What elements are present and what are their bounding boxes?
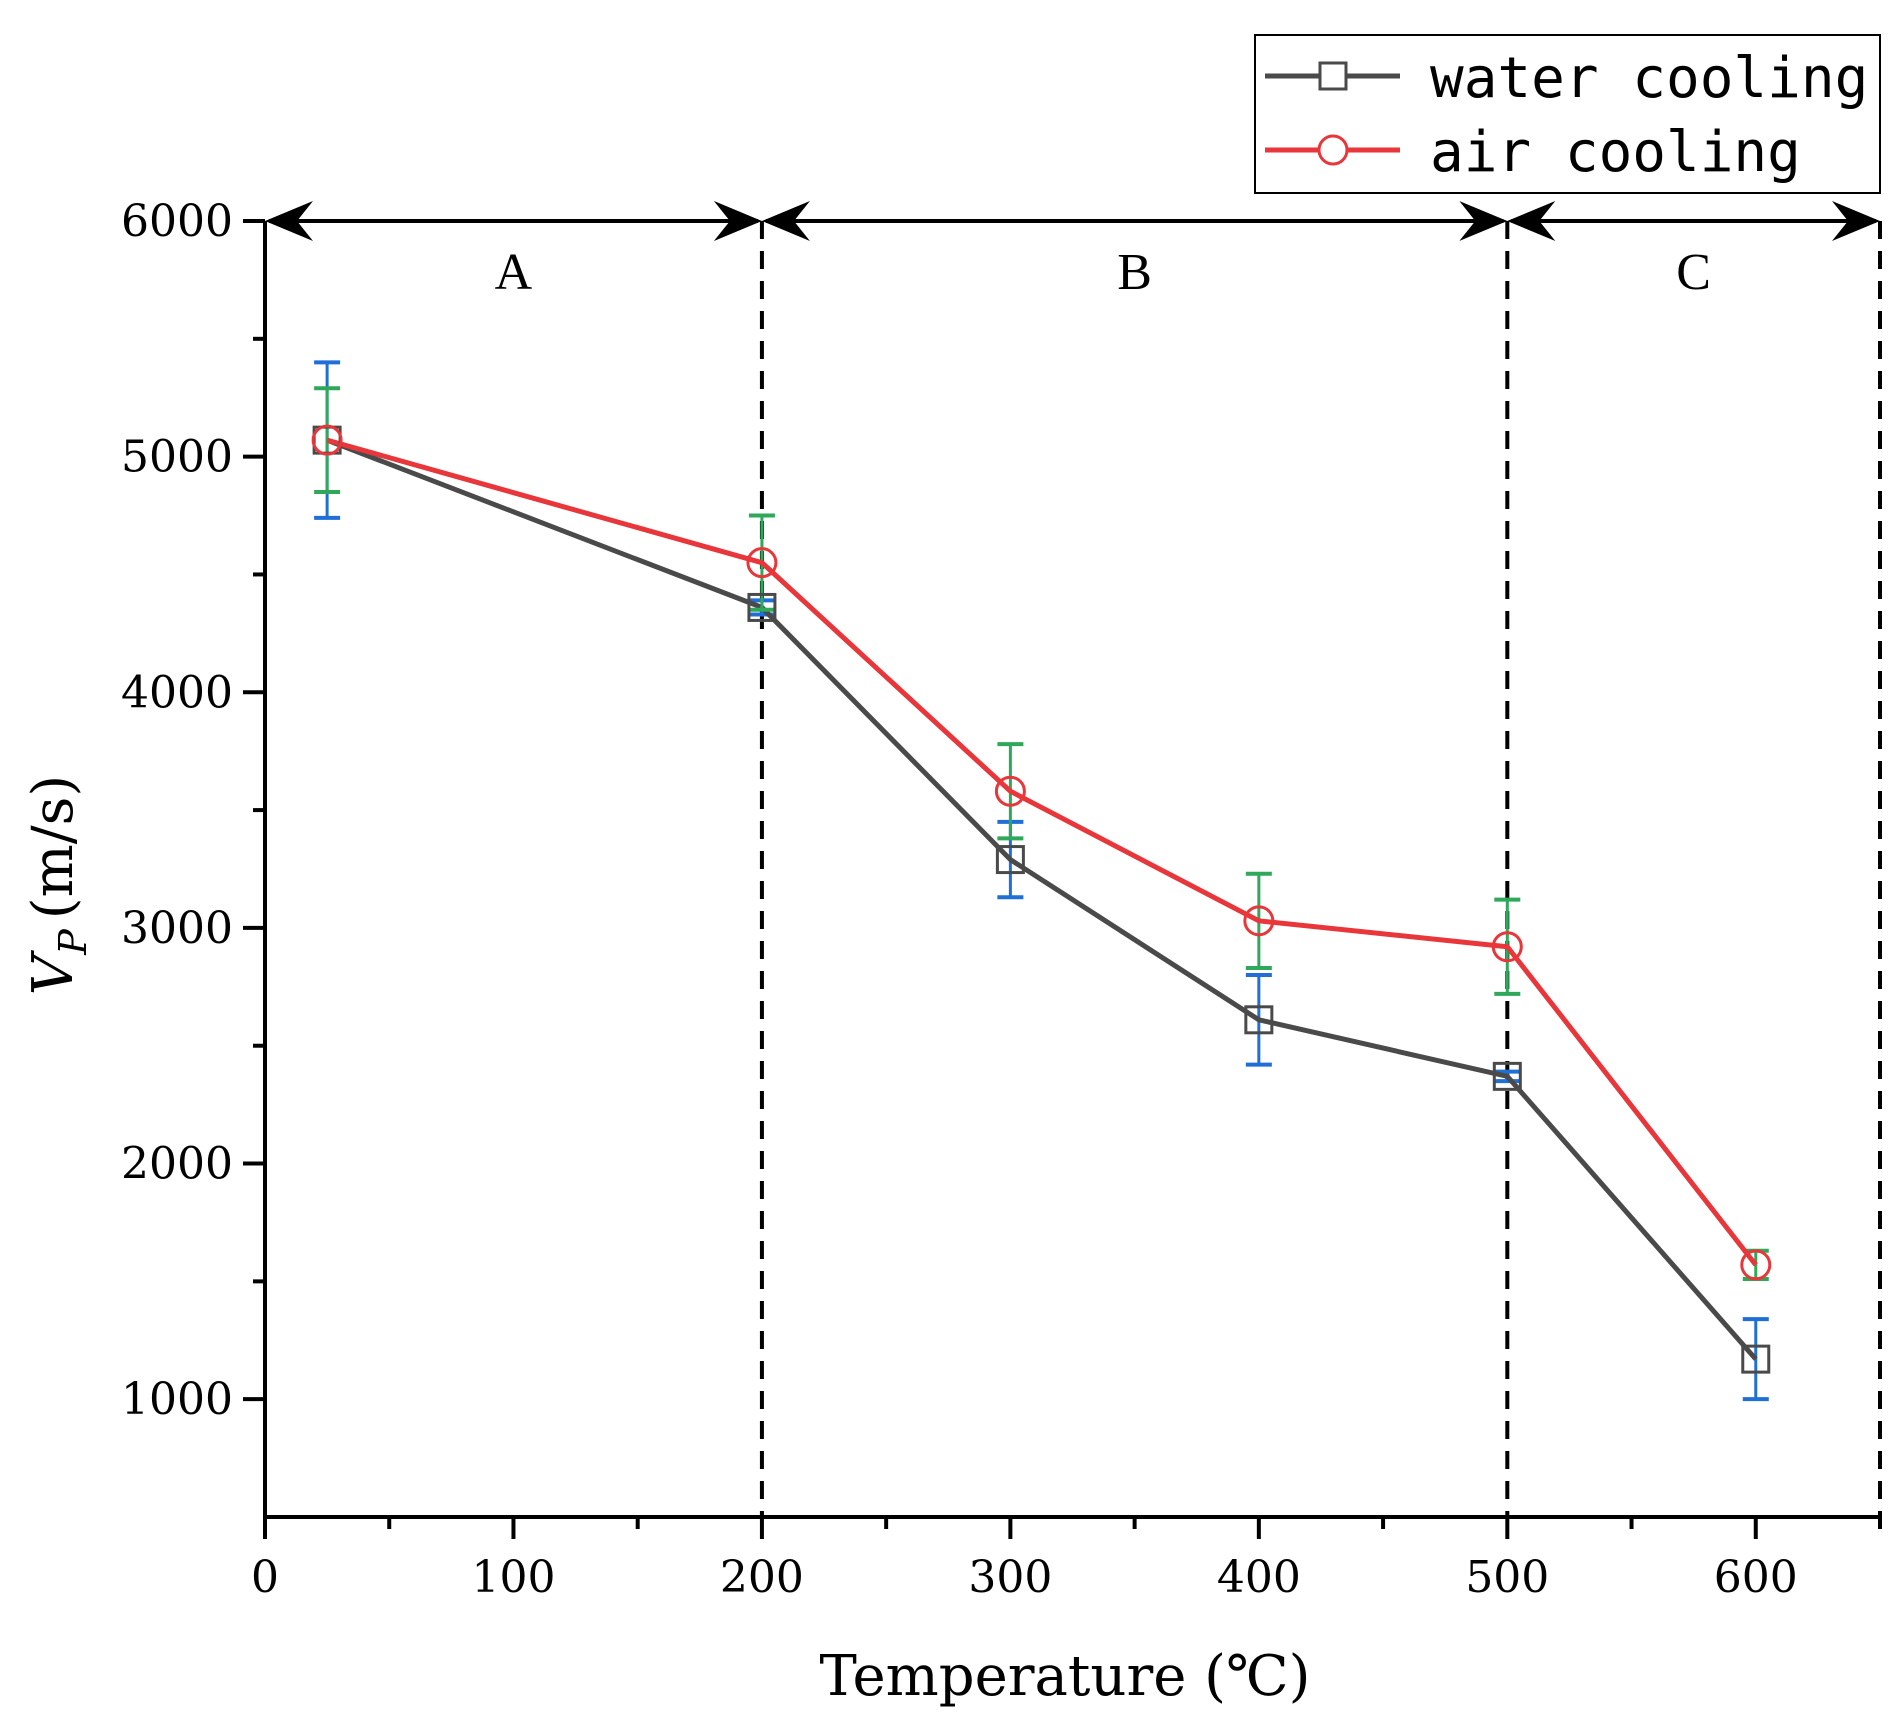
- region-label-a: A: [495, 244, 533, 301]
- legend-box: [1254, 34, 1881, 194]
- data-point-air-cooling: [311, 424, 343, 456]
- series-line-air-cooling: [326, 437, 1758, 1267]
- data-point-water-cooling: [1244, 1005, 1274, 1035]
- x-tick-label: 300: [968, 1552, 1052, 1603]
- data-point-water-cooling: [1492, 1061, 1522, 1091]
- y-tick-label: 4000: [121, 667, 233, 718]
- data-point-water-cooling: [747, 592, 777, 622]
- x-tick-label: 200: [720, 1552, 804, 1603]
- y-tick-label: 3000: [121, 903, 233, 954]
- legend-entry-water-cooling: water cooling: [1265, 46, 1868, 111]
- region-label-b: B: [1117, 244, 1152, 301]
- x-tick-label: 100: [471, 1552, 555, 1603]
- x-tick-label: 400: [1217, 1552, 1301, 1603]
- data-point-water-cooling: [1741, 1344, 1771, 1374]
- y-axis-title-sub: P: [51, 928, 95, 956]
- y-tick-label: 1000: [121, 1374, 233, 1425]
- data-point-air-cooling: [1740, 1249, 1772, 1281]
- y-tick-label: 6000: [121, 196, 233, 247]
- legend-marker-water-cooling: [1318, 61, 1348, 91]
- region-label-c: C: [1676, 244, 1711, 301]
- y-tick-label: 5000: [121, 432, 233, 483]
- legend-entry-air-cooling: air cooling: [1265, 120, 1801, 185]
- data-point-water-cooling: [995, 845, 1025, 875]
- y-axis-title: VP (m/s): [21, 775, 95, 995]
- data-point-air-cooling: [1491, 931, 1523, 963]
- legend-marker-air-cooling: [1317, 134, 1349, 166]
- legend: water cooling air cooling: [1254, 34, 1881, 194]
- series-line-water-cooling: [326, 437, 1758, 1361]
- legend-label-air-cooling: air cooling: [1430, 120, 1801, 185]
- plot-area: 1000 2000 3000 4000 5000 6000 0 100 200 300 400 500…: [121, 196, 1882, 1603]
- svg-text:VP(m/s): VP (m/s): [21, 775, 95, 995]
- y-axis-title-main: V: [21, 949, 86, 995]
- y-tick-label: 2000: [121, 1139, 233, 1190]
- x-axis-title: Temperature (℃): [819, 1644, 1310, 1709]
- y-axis-title-unit: (m/s): [21, 775, 86, 919]
- data-point-air-cooling: [994, 775, 1026, 807]
- x-tick-label: 600: [1714, 1552, 1798, 1603]
- x-tick-label: 0: [251, 1552, 279, 1603]
- data-point-air-cooling: [746, 547, 778, 579]
- data-point-air-cooling: [1243, 905, 1275, 937]
- x-tick-label: 500: [1465, 1552, 1549, 1603]
- legend-label-water-cooling: water cooling: [1430, 46, 1868, 111]
